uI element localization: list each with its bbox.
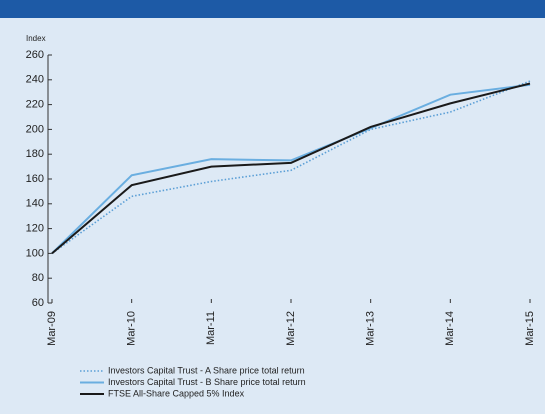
y-tick-label: 180 [26,148,44,160]
x-tick-label: Mar-11 [205,311,217,345]
y-tick-label: 220 [26,99,44,111]
legend-label: Investors Capital Trust - B Share price … [108,377,306,387]
y-tick-label: 120 [26,223,44,235]
y-tick-label: 160 [26,173,44,185]
x-tick-label: Mar-15 [524,311,536,346]
y-tick-label: 100 [26,247,44,259]
y-tick-label: 200 [26,123,44,135]
legend-label: FTSE All-Share Capped 5% Index [108,388,245,398]
y-tick-label: 240 [26,74,44,86]
y-tick-label: 260 [26,49,44,61]
x-tick-label: Mar-14 [444,311,456,346]
x-tick-label: Mar-09 [46,311,58,346]
x-tick-label: Mar-13 [365,311,377,346]
series-line [51,82,531,255]
y-tick-label: 140 [26,198,44,210]
legend-label: Investors Capital Trust - A Share price … [108,365,305,375]
series-line [51,80,531,255]
header-bar [0,0,545,18]
y-tick-label: 80 [32,272,44,284]
y-axis-label: Index [26,34,46,43]
y-tick-label: 60 [32,297,44,309]
x-tick-label: Mar-10 [126,311,138,346]
x-tick-label: Mar-12 [285,311,297,346]
series-line [51,83,531,255]
